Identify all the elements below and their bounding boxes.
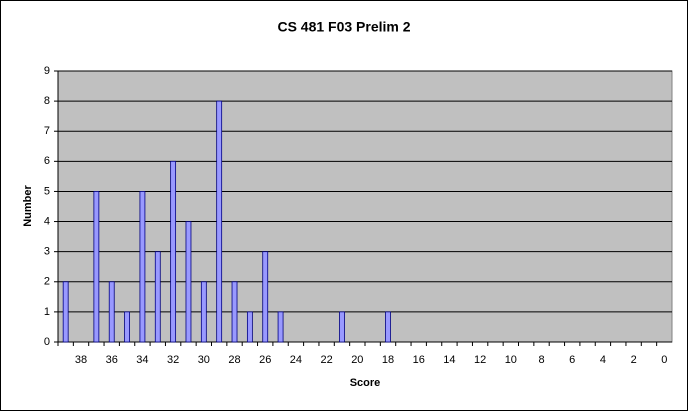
bar — [154, 251, 161, 343]
bar — [216, 100, 223, 343]
y-tick-label: 1 — [44, 306, 50, 318]
x-tick-label: 34 — [136, 354, 148, 366]
bar — [93, 191, 100, 343]
x-tick-label: 12 — [474, 354, 486, 366]
x-tick-label: 36 — [106, 354, 118, 366]
bar — [62, 281, 69, 343]
bar — [385, 311, 391, 343]
plot-area — [57, 70, 673, 343]
x-tick-label: 20 — [351, 354, 363, 366]
bar — [139, 191, 146, 343]
chart-title: CS 481 F03 Prelim 2 — [277, 19, 410, 35]
y-tick-label: 9 — [44, 65, 50, 77]
bar — [124, 311, 130, 343]
y-tick-label: 2 — [44, 276, 50, 288]
x-tick-label: 2 — [631, 354, 637, 366]
bar — [262, 251, 269, 343]
x-tick-label: 8 — [538, 354, 544, 366]
bar — [108, 281, 115, 343]
y-axis-label: Number — [22, 185, 34, 227]
bar — [170, 160, 177, 343]
x-tick-label: 16 — [413, 354, 425, 366]
x-tick-label: 22 — [321, 354, 333, 366]
y-tick-label: 5 — [44, 185, 50, 197]
x-tick-label: 14 — [443, 354, 455, 366]
bar — [200, 281, 207, 343]
x-tick-label: 10 — [505, 354, 517, 366]
bar — [339, 311, 345, 343]
x-axis-label: Score — [350, 377, 381, 389]
bar — [277, 311, 284, 343]
bar — [246, 311, 253, 343]
x-tick-label: 4 — [600, 354, 606, 366]
x-tick-label: 30 — [198, 354, 210, 366]
y-tick-label: 4 — [44, 215, 50, 227]
y-tick-label: 7 — [44, 125, 50, 137]
x-tick-label: 6 — [569, 354, 575, 366]
x-tick-label: 18 — [382, 354, 394, 366]
y-tick-label: 0 — [44, 336, 50, 348]
y-tick-label: 8 — [44, 95, 50, 107]
y-tick-label: 3 — [44, 246, 50, 258]
x-tick-label: 26 — [259, 354, 271, 366]
bar — [185, 221, 192, 343]
bar — [231, 281, 238, 343]
x-tick-label: 0 — [661, 354, 667, 366]
y-tick-label: 6 — [44, 155, 50, 167]
x-tick-label: 32 — [167, 354, 179, 366]
x-tick-label: 38 — [75, 354, 87, 366]
x-tick-label: 24 — [290, 354, 302, 366]
x-tick-label: 28 — [228, 354, 240, 366]
